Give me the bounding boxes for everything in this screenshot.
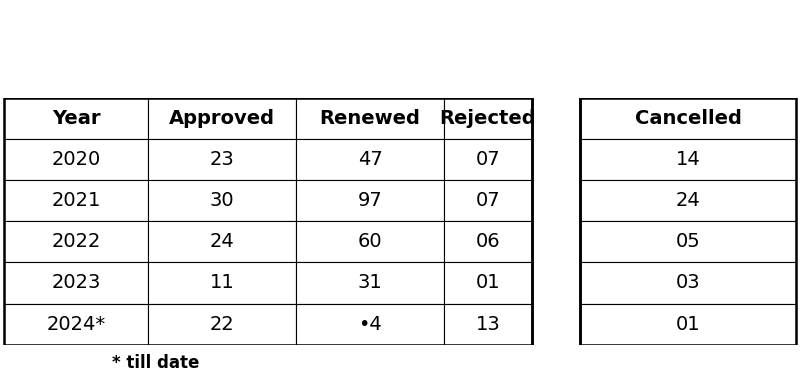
Bar	[296, 98, 444, 139]
Text: 31: 31	[358, 273, 382, 293]
Bar	[148, 180, 296, 221]
Bar	[4, 139, 148, 180]
Text: and cancellations: and cancellations	[290, 67, 510, 87]
Text: 2020: 2020	[51, 150, 101, 169]
Text: 23: 23	[210, 150, 234, 169]
Bar	[4, 221, 148, 263]
Text: 2021: 2021	[51, 191, 101, 210]
Text: Approved: Approved	[169, 109, 275, 128]
Text: 14: 14	[676, 150, 700, 169]
Text: 06: 06	[476, 233, 500, 251]
Bar	[4, 98, 148, 139]
Text: * till date: * till date	[112, 354, 199, 372]
Bar	[296, 303, 444, 345]
Bar	[444, 303, 532, 345]
Text: •4: •4	[358, 315, 382, 333]
Text: 22: 22	[210, 315, 234, 333]
Text: 01: 01	[476, 273, 500, 293]
Bar	[4, 180, 148, 221]
Text: Cancelled: Cancelled	[634, 109, 742, 128]
Text: 03: 03	[676, 273, 700, 293]
Bar	[444, 263, 532, 303]
Bar	[580, 221, 796, 263]
Text: Status of TV channel licence applications: Status of TV channel licence application…	[142, 24, 658, 44]
Text: 07: 07	[476, 150, 500, 169]
Text: 01: 01	[676, 315, 700, 333]
Bar	[444, 180, 532, 221]
Bar	[444, 98, 532, 139]
Text: 24: 24	[210, 233, 234, 251]
Bar	[580, 98, 796, 345]
Bar	[296, 139, 444, 180]
Text: 05: 05	[676, 233, 700, 251]
Bar	[580, 180, 796, 221]
Bar	[296, 180, 444, 221]
Bar	[580, 139, 796, 180]
Bar	[444, 221, 532, 263]
Text: 47: 47	[358, 150, 382, 169]
Text: 07: 07	[476, 191, 500, 210]
Bar	[148, 263, 296, 303]
Text: Renewed: Renewed	[319, 109, 421, 128]
Bar	[4, 303, 148, 345]
Text: Rejected: Rejected	[440, 109, 536, 128]
Text: 30: 30	[210, 191, 234, 210]
Bar	[580, 263, 796, 303]
Bar	[148, 98, 296, 139]
Bar	[148, 303, 296, 345]
Text: 2023: 2023	[51, 273, 101, 293]
Text: 24: 24	[676, 191, 700, 210]
Bar	[148, 221, 296, 263]
Text: 2022: 2022	[51, 233, 101, 251]
Text: 97: 97	[358, 191, 382, 210]
Bar	[296, 221, 444, 263]
Bar	[148, 139, 296, 180]
Text: 2024*: 2024*	[46, 315, 106, 333]
Bar	[4, 98, 532, 345]
Text: 60: 60	[358, 233, 382, 251]
Text: 13: 13	[476, 315, 500, 333]
Text: Year: Year	[52, 109, 100, 128]
Bar	[444, 139, 532, 180]
Bar	[532, 98, 580, 345]
Bar	[580, 303, 796, 345]
Bar	[296, 263, 444, 303]
Bar	[580, 98, 796, 139]
Bar	[4, 263, 148, 303]
Text: 11: 11	[210, 273, 234, 293]
